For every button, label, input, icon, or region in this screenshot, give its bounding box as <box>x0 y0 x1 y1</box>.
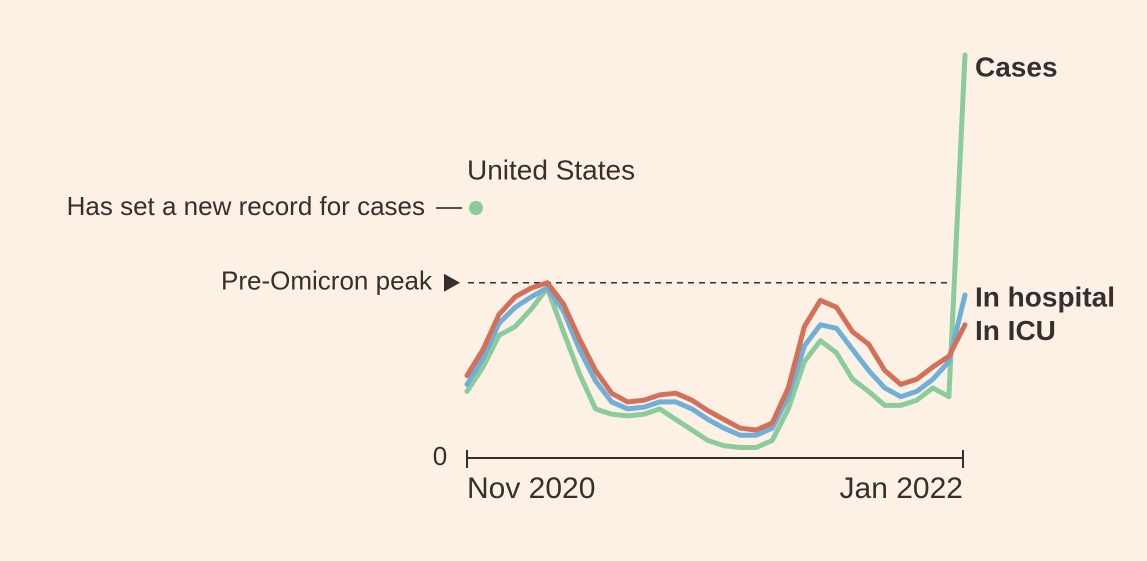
series-label: In hospital <box>975 281 1115 312</box>
y-tick-label: 0 <box>433 441 447 471</box>
series-label: Cases <box>975 51 1058 82</box>
x-tick-label: Nov 2020 <box>467 472 595 505</box>
reference-label: Pre-Omicron peak <box>221 266 433 296</box>
series-label: In ICU <box>975 315 1056 346</box>
x-tick-label: Jan 2022 <box>840 472 963 505</box>
series-line <box>464 280 968 433</box>
series-line <box>464 285 968 438</box>
annotation: Has set a new record for cases <box>67 191 425 221</box>
reference-arrow <box>444 273 460 292</box>
chart-title: United States <box>467 154 635 185</box>
annotation-dot <box>469 201 483 215</box>
